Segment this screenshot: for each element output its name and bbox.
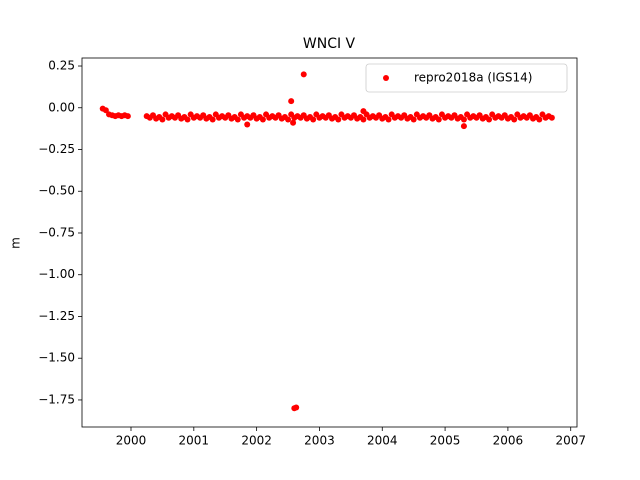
x-tick-label: 2006 [493, 434, 524, 448]
data-point [385, 116, 392, 123]
legend-box [365, 63, 568, 93]
data-point [310, 116, 317, 123]
x-tick-label: 2001 [179, 434, 210, 448]
y-tick-label: −0.50 [38, 184, 75, 198]
data-point [360, 108, 367, 115]
data-point [300, 71, 307, 78]
data-point [460, 123, 467, 130]
data-point [536, 116, 543, 123]
x-tick-label: 2004 [367, 434, 398, 448]
data-point [486, 116, 493, 123]
data-point [209, 116, 216, 123]
y-tick-label: −1.50 [38, 351, 75, 365]
data-point [293, 404, 300, 411]
data-point [244, 121, 251, 128]
data-point [259, 116, 266, 123]
data-point [548, 114, 555, 121]
data-point [290, 119, 297, 126]
data-point [285, 116, 292, 123]
y-tick-label: −1.75 [38, 392, 75, 406]
x-tick-label: 2007 [555, 434, 586, 448]
y-axis-label: m [9, 237, 23, 249]
legend-label: repro2018a (IGS14) [414, 71, 532, 85]
y-tick-label: −1.00 [38, 267, 75, 281]
y-tick-label: −0.25 [38, 142, 75, 156]
y-tick-label: 0.00 [48, 100, 75, 114]
y-tick-label: 0.25 [48, 59, 75, 73]
chart-title: WNCI V [303, 36, 356, 52]
y-tick-label: −1.25 [38, 309, 75, 323]
y-tick-label: −0.75 [38, 225, 75, 239]
data-point [460, 116, 467, 123]
data-point [124, 113, 131, 120]
x-tick-label: 2002 [241, 434, 272, 448]
x-tick-label: 2000 [116, 434, 147, 448]
legend-marker [383, 75, 389, 81]
data-point [184, 116, 191, 123]
data-point [234, 116, 241, 123]
data-point [335, 116, 342, 123]
data-point [435, 116, 442, 123]
data-point [410, 116, 417, 123]
data-point [102, 107, 109, 114]
data-point [288, 98, 295, 105]
data-point [159, 116, 166, 123]
x-tick-label: 2005 [430, 434, 461, 448]
x-tick-label: 2003 [304, 434, 335, 448]
data-point [360, 116, 367, 123]
data-point [511, 116, 518, 123]
plot-frame [81, 57, 578, 428]
